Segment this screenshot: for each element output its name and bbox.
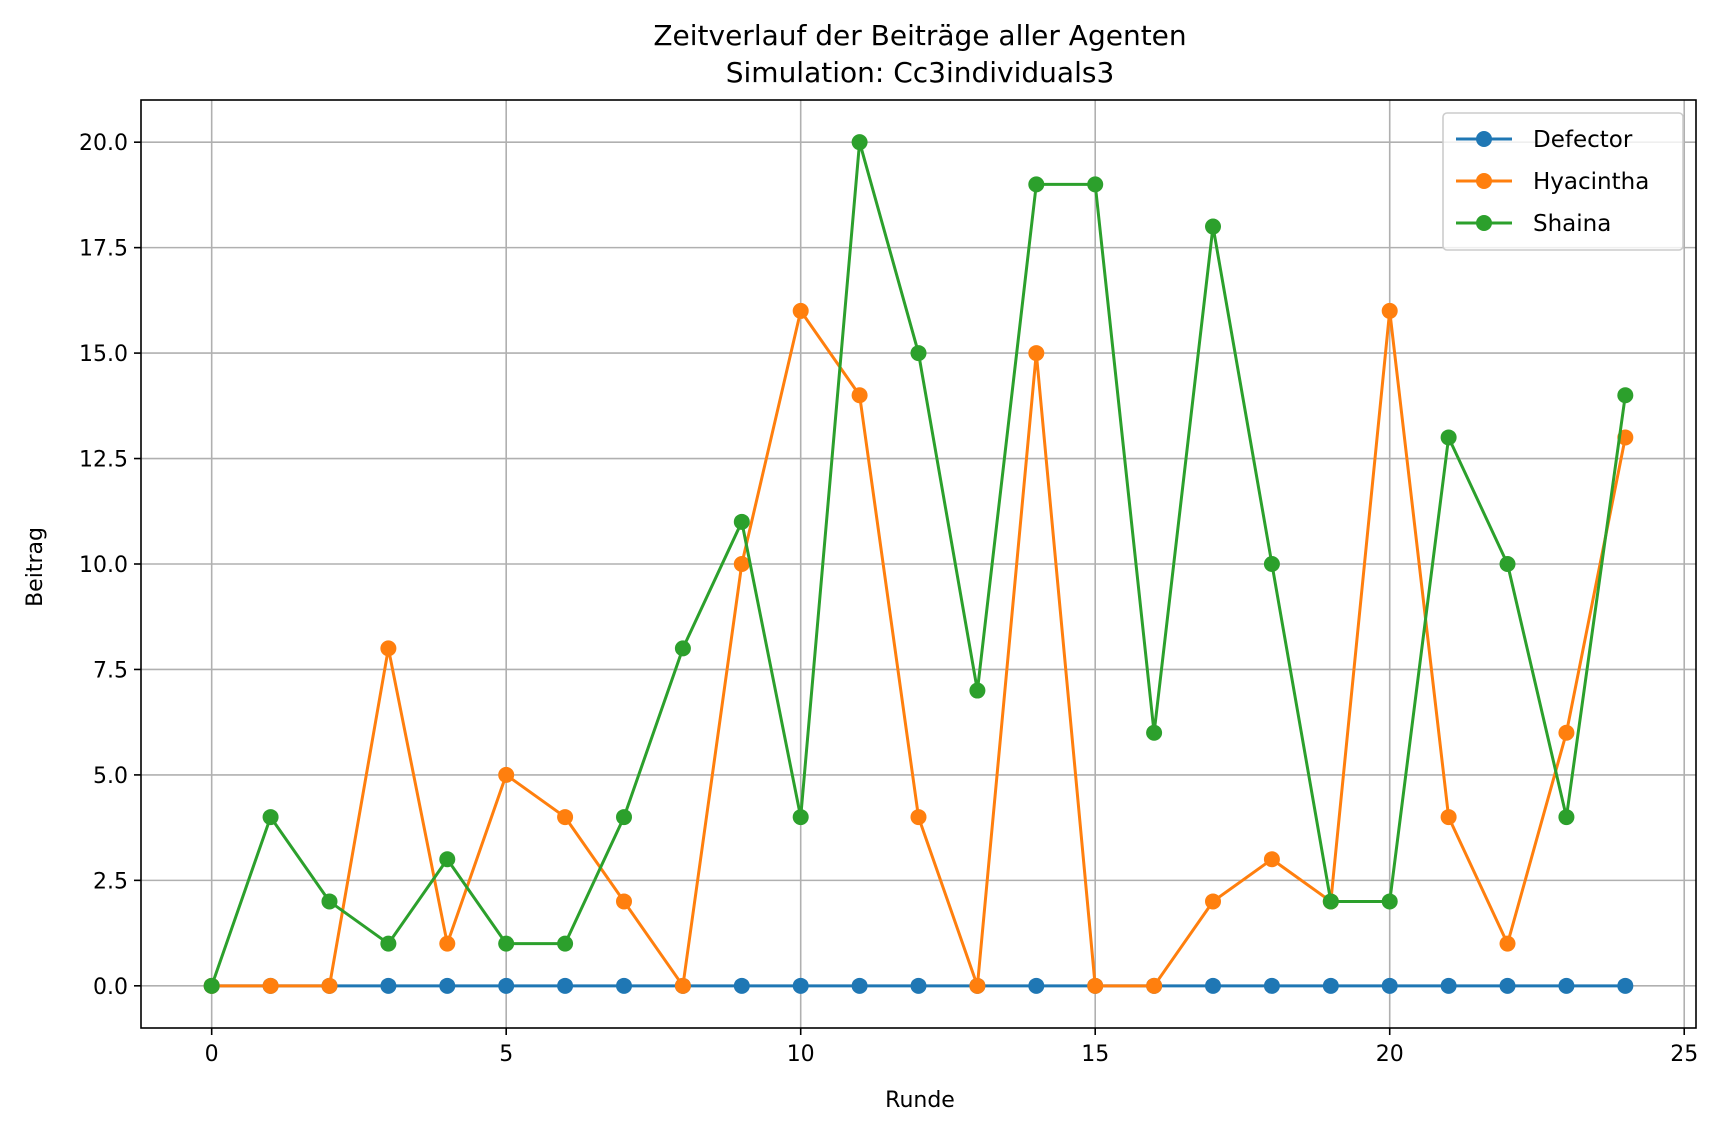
hyacintha-point — [1499, 935, 1516, 952]
defector-point — [1205, 977, 1222, 994]
axis-ticks: 0 5 10 15 20 25 0.0 2.5 5.0 7.5 10.0 12.5 15.0 17.5 20… — [79, 131, 1698, 1067]
hyacintha-point — [262, 977, 279, 994]
hyacintha-point — [674, 977, 691, 994]
chart-title: Zeitverlauf der Beiträge aller Agenten — [653, 19, 1186, 52]
y-tick-label: 10.0 — [79, 553, 128, 578]
shaina-point — [733, 513, 750, 530]
y-tick-label: 0.0 — [93, 975, 128, 1000]
y-tick-label: 5.0 — [93, 764, 128, 789]
defector-point — [851, 977, 868, 994]
shaina-point — [615, 809, 632, 826]
defector-point — [1322, 977, 1339, 994]
chart-subtitle: Simulation: Cc3individuals3 — [726, 56, 1115, 89]
shaina-point — [1558, 809, 1575, 826]
hyacintha-point — [792, 302, 809, 319]
shaina-point — [1499, 556, 1516, 572]
shaina-point — [557, 935, 574, 952]
shaina-point — [1617, 387, 1634, 404]
series-hyacintha — [203, 302, 1634, 994]
shaina-point — [674, 640, 691, 657]
shaina-point — [498, 935, 515, 952]
shaina-point — [439, 851, 456, 868]
legend-box — [1442, 112, 1684, 251]
shaina-point — [792, 809, 809, 826]
shaina-point — [851, 134, 868, 151]
shaina-point — [203, 977, 220, 994]
x-tick-label: 10 — [787, 1042, 815, 1067]
legend-marker-shaina — [1476, 215, 1492, 231]
defector-point — [1617, 977, 1634, 994]
hyacintha-point — [439, 935, 456, 952]
x-tick-label: 15 — [1081, 1042, 1109, 1067]
shaina-point — [262, 809, 279, 826]
hyacintha-point — [1440, 809, 1457, 826]
y-axis-title: Beitrag — [23, 527, 48, 607]
shaina-point — [969, 682, 986, 699]
hyacintha-point — [1087, 977, 1104, 994]
legend-marker-defector — [1476, 131, 1492, 147]
defector-point — [1440, 977, 1457, 994]
defector-point — [498, 977, 515, 994]
shaina-point — [1381, 893, 1398, 910]
shaina-point — [910, 345, 927, 362]
y-tick-label: 2.5 — [93, 869, 128, 894]
y-tick-label: 20.0 — [79, 131, 128, 156]
hyacintha-point — [1381, 302, 1398, 319]
y-tick-label: 15.0 — [79, 342, 128, 367]
x-axis-title: Runde — [885, 1088, 955, 1113]
hyacintha-line — [211, 309, 1627, 988]
hyacintha-point — [1263, 851, 1280, 868]
hyacintha-point — [557, 809, 574, 826]
shaina-point — [1146, 724, 1163, 741]
hyacintha-point — [733, 556, 750, 572]
hyacintha-point — [1028, 345, 1045, 362]
shaina-point — [1205, 218, 1222, 235]
defector-point — [910, 977, 927, 994]
x-tick-label: 25 — [1670, 1042, 1698, 1067]
defector-point — [439, 977, 456, 994]
hyacintha-point — [1558, 724, 1575, 741]
defector-point — [557, 977, 574, 994]
hyacintha-point — [969, 977, 986, 994]
defector-point — [1499, 977, 1516, 994]
hyacintha-point — [851, 387, 868, 404]
hyacintha-point — [1146, 977, 1163, 994]
defector-point — [380, 977, 397, 994]
x-tick-label: 0 — [205, 1042, 219, 1067]
shaina-point — [1322, 893, 1339, 910]
defector-point — [615, 977, 632, 994]
shaina-point — [1440, 429, 1457, 446]
defector-point — [1263, 977, 1280, 994]
shaina-point — [1028, 176, 1045, 193]
legend-marker-hyacintha — [1476, 173, 1492, 189]
hyacintha-point — [380, 640, 397, 657]
legend: Defector Hyacintha Shaina — [1442, 112, 1684, 251]
hyacintha-point — [498, 766, 515, 783]
shaina-point — [1263, 556, 1280, 572]
legend-label-shaina: Shaina — [1533, 211, 1611, 237]
shaina-point — [321, 893, 338, 910]
shaina-point — [380, 935, 397, 952]
defector-point — [792, 977, 809, 994]
y-tick-label: 12.5 — [79, 448, 128, 473]
legend-label-defector: Defector — [1533, 127, 1633, 153]
legend-label-hyacintha: Hyacintha — [1533, 169, 1649, 195]
hyacintha-point — [1205, 893, 1222, 910]
hyacintha-point — [910, 809, 927, 826]
hyacintha-point — [615, 893, 632, 910]
series-shaina — [203, 134, 1634, 994]
defector-point — [1558, 977, 1575, 994]
defector-point — [1381, 977, 1398, 994]
defector-point — [733, 977, 750, 994]
x-tick-label: 5 — [499, 1042, 513, 1067]
x-tick-label: 20 — [1376, 1042, 1404, 1067]
y-tick-label: 7.5 — [93, 658, 128, 683]
shaina-point — [1087, 176, 1104, 193]
series-group — [203, 134, 1634, 994]
defector-point — [1028, 977, 1045, 994]
y-tick-label: 17.5 — [79, 237, 128, 262]
series-defector — [203, 977, 1634, 994]
hyacintha-point — [321, 977, 338, 994]
